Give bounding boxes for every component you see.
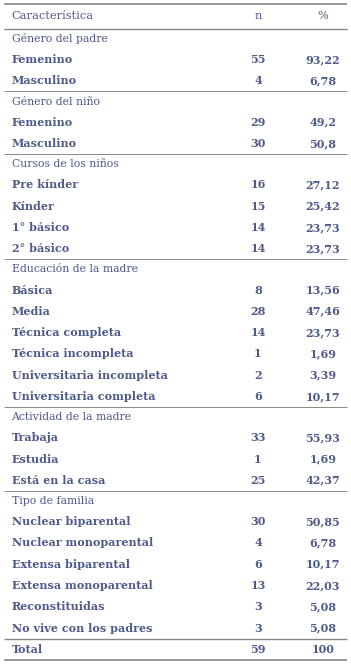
Text: 59: 59	[250, 644, 266, 655]
Text: Género del padre: Género del padre	[12, 33, 107, 44]
Text: 25,42: 25,42	[306, 201, 340, 212]
Text: 6,78: 6,78	[309, 537, 337, 548]
Text: 8: 8	[254, 285, 262, 295]
Text: %: %	[318, 11, 328, 21]
Text: 100: 100	[311, 644, 335, 655]
Text: 10,17: 10,17	[306, 391, 340, 402]
Text: Género del niño: Género del niño	[12, 96, 100, 106]
Text: Universitaria completa: Universitaria completa	[12, 391, 155, 402]
Text: Extensa monoparental: Extensa monoparental	[12, 580, 152, 591]
Text: 3: 3	[254, 602, 262, 612]
Text: Trabaja: Trabaja	[12, 432, 59, 444]
Text: n: n	[254, 11, 262, 21]
Text: 30: 30	[250, 516, 266, 527]
Text: 4: 4	[254, 75, 262, 86]
Text: 5,08: 5,08	[310, 623, 336, 633]
Text: Característica: Característica	[12, 11, 94, 21]
Text: 23,73: 23,73	[305, 222, 340, 233]
Text: 1,69: 1,69	[310, 349, 336, 359]
Text: Básica: Básica	[12, 285, 53, 295]
Text: 10,17: 10,17	[306, 559, 340, 570]
Text: 6: 6	[254, 559, 262, 570]
Text: 2° básico: 2° básico	[12, 243, 69, 254]
Text: 14: 14	[250, 243, 266, 254]
Text: 2: 2	[254, 370, 262, 380]
Text: Femenino: Femenino	[12, 117, 73, 127]
Text: 27,12: 27,12	[306, 179, 340, 191]
Text: 22,03: 22,03	[306, 580, 340, 591]
Text: 25: 25	[250, 475, 266, 486]
Text: Femenino: Femenino	[12, 54, 73, 65]
Text: 5,08: 5,08	[310, 602, 336, 612]
Text: 13: 13	[250, 580, 266, 591]
Text: 50,85: 50,85	[305, 516, 340, 527]
Text: 33: 33	[250, 432, 266, 444]
Text: Nuclear monoparental: Nuclear monoparental	[12, 537, 153, 548]
Text: 4: 4	[254, 537, 262, 548]
Text: Extensa biparental: Extensa biparental	[12, 559, 130, 570]
Text: Nuclear biparental: Nuclear biparental	[12, 516, 130, 527]
Text: 49,2: 49,2	[310, 117, 336, 127]
Text: 50,8: 50,8	[310, 138, 336, 149]
Text: 42,37: 42,37	[305, 475, 340, 486]
Text: 29: 29	[250, 117, 266, 127]
Text: 16: 16	[250, 179, 266, 191]
Text: 6,78: 6,78	[309, 75, 337, 86]
Text: Técnica completa: Técnica completa	[12, 327, 121, 338]
Text: 55,93: 55,93	[305, 432, 340, 444]
Text: 1,69: 1,69	[310, 454, 336, 465]
Text: 47,46: 47,46	[305, 306, 340, 317]
Text: Técnica incompleta: Técnica incompleta	[12, 349, 133, 359]
Text: 30: 30	[250, 138, 266, 149]
Text: Está en la casa: Está en la casa	[12, 475, 105, 486]
Text: 6: 6	[254, 391, 262, 402]
Text: Pre kínder: Pre kínder	[12, 179, 78, 191]
Text: Universitaria incompleta: Universitaria incompleta	[12, 370, 167, 380]
Text: 28: 28	[250, 306, 266, 317]
Text: 3: 3	[254, 623, 262, 633]
Text: 13,56: 13,56	[305, 285, 340, 295]
Text: 1: 1	[254, 349, 262, 359]
Text: Estudia: Estudia	[12, 454, 59, 465]
Text: Masculino: Masculino	[12, 75, 77, 86]
Text: Kínder: Kínder	[12, 201, 54, 212]
Text: Cursos de los niños: Cursos de los niños	[12, 159, 118, 169]
Text: 14: 14	[250, 327, 266, 338]
Text: 23,73: 23,73	[305, 243, 340, 254]
Text: Educación de la madre: Educación de la madre	[12, 264, 138, 274]
Text: Reconstituidas: Reconstituidas	[12, 602, 105, 612]
Text: 1: 1	[254, 454, 262, 465]
Text: Media: Media	[12, 306, 51, 317]
Text: Total: Total	[12, 644, 42, 655]
Text: 15: 15	[250, 201, 266, 212]
Text: 3,39: 3,39	[309, 370, 337, 380]
Text: 55: 55	[250, 54, 266, 65]
Text: 1° básico: 1° básico	[12, 222, 69, 233]
Text: Masculino: Masculino	[12, 138, 77, 149]
Text: 23,73: 23,73	[305, 327, 340, 338]
Text: Tipo de familia: Tipo de familia	[12, 496, 94, 506]
Text: No vive con los padres: No vive con los padres	[12, 623, 152, 633]
Text: 14: 14	[250, 222, 266, 233]
Text: 93,22: 93,22	[306, 54, 340, 65]
Text: Actividad de la madre: Actividad de la madre	[12, 412, 132, 422]
